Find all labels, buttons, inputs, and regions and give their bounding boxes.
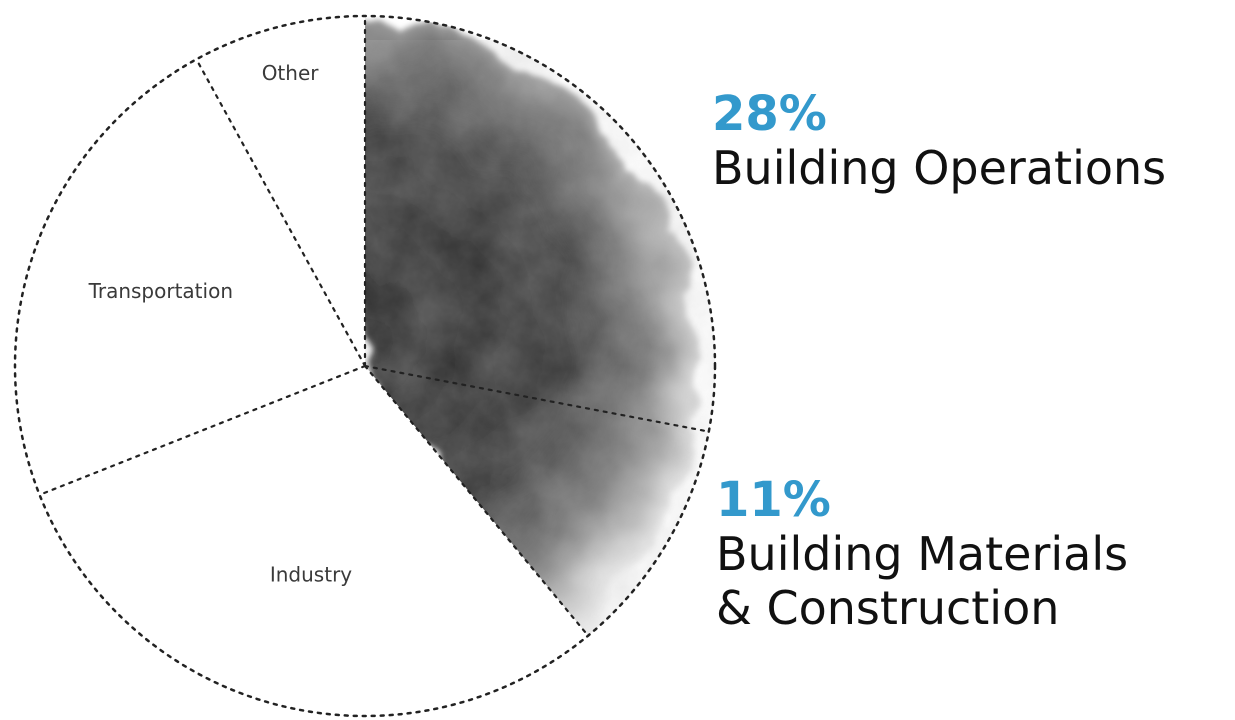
slice-divider xyxy=(363,364,710,433)
pie-slice-transportation xyxy=(15,59,366,495)
callout-label-line-2: & Construction xyxy=(716,581,1060,636)
slice-label: Transportation xyxy=(88,279,233,303)
slice-label: Industry xyxy=(270,563,352,587)
callout-building-materials: 11% Building Materials & Construction xyxy=(716,474,1128,635)
pie-slice-industry xyxy=(39,366,589,716)
slice-divider xyxy=(363,364,590,637)
slice-divider xyxy=(38,364,367,496)
callout-building-operations: 28% Building Operations xyxy=(712,88,1166,195)
callout-percent: 28% xyxy=(712,86,827,142)
slice-divider xyxy=(195,58,367,368)
callout-label: Building Operations xyxy=(712,140,1167,195)
pie-slice-other xyxy=(196,16,365,366)
callout-label-line-1: Building Materials xyxy=(716,526,1129,581)
callout-percent: 11% xyxy=(716,472,831,528)
pie-outline xyxy=(13,14,717,718)
slice-label: Other xyxy=(262,61,320,85)
